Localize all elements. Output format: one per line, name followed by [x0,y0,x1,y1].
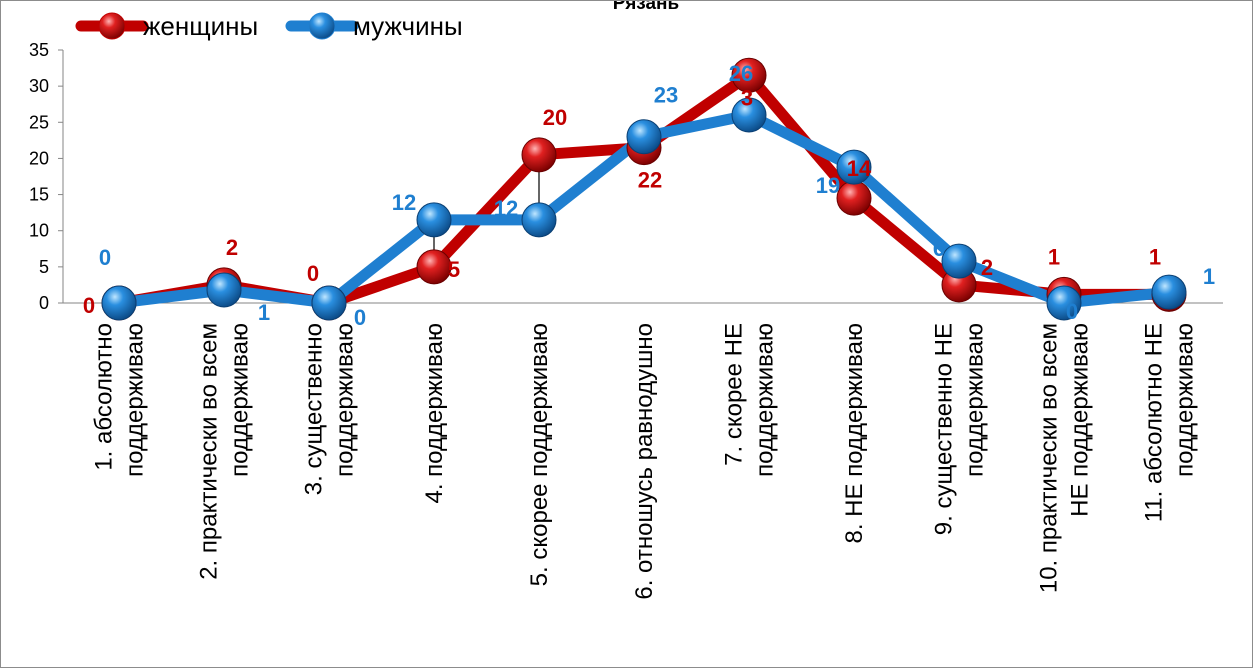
x-category-label: 10. практически во всем [1036,323,1063,593]
data-point-men [836,149,872,185]
legend: женщины мужчины [75,11,463,41]
data-point-men [101,285,137,321]
data-point-men [416,202,452,238]
data-label-men: 1 [258,300,270,325]
data-label-men: 12 [494,196,518,221]
x-category-label: поддерживаю [962,323,989,477]
x-category-label: поддерживаю [752,323,779,477]
legend-marker-icon [98,12,126,40]
data-label-men: 23 [654,83,678,108]
x-category-label: 2. практически во всем [196,323,223,580]
legend-entry-men: мужчины [353,11,463,41]
data-point-men [626,119,662,155]
data-label-women: 22 [638,168,662,193]
data-point-men [206,272,242,308]
data-point-men [311,285,347,321]
data-label-men: 0 [354,305,366,330]
y-tick-label: 15 [29,185,49,205]
data-label-women: 0 [83,293,95,318]
x-category-label: поддерживаю [227,323,254,477]
data-point-men [521,202,557,238]
x-category-label: 4. поддерживаю [421,323,448,504]
data-label-women: 20 [543,105,567,130]
series-layer [101,57,1187,321]
x-category-label: 6. отношусь равнодушно [631,323,658,600]
x-category-label: поддерживаю [1172,323,1199,477]
data-label-women: 3 [741,85,753,110]
x-category-label: 5. скорее поддерживаю [526,323,553,586]
data-point-men [1151,274,1187,310]
x-category-label: 7. скорее НЕ [721,323,748,466]
y-tick-label: 10 [29,221,49,241]
x-category-label: 11. абсолютно НЕ [1141,323,1168,522]
legend-marker-icon [308,12,336,40]
data-label-men: 19 [816,173,840,198]
y-tick-label: 25 [29,112,49,132]
y-tick-label: 35 [29,40,49,60]
data-point-men [731,97,767,133]
data-label-women: 5 [448,257,460,282]
x-category-label: поддерживаю [122,323,149,477]
data-label-women: 14 [847,156,872,181]
data-point-women [416,249,452,285]
x-category-label: 3. существенно [301,323,328,495]
y-tick-label: 30 [29,76,49,96]
data-label-women: 0 [307,261,319,286]
x-category-label: НЕ поддерживаю [1067,323,1094,517]
data-point-men [1046,285,1082,321]
data-point-women [836,180,872,216]
data-label-women: 2 [981,255,993,280]
legend-entry-women: женщины [143,11,258,41]
data-label-men: 26 [729,61,753,86]
data-point-women [731,57,767,93]
x-category-label: 8. НЕ поддерживаю [841,323,868,544]
x-category-label: 9. существенно НЕ [931,323,958,535]
x-category-label: поддерживаю [332,323,359,477]
chart-title: Рязань [613,1,679,14]
data-point-women [521,137,557,173]
data-label-men: 12 [392,190,416,215]
y-tick-label: 5 [39,257,49,277]
data-label-men: 6 [933,236,945,261]
x-category-label: 1. абсолютно [91,323,118,471]
y-tick-label: 0 [39,293,49,313]
data-label-men: 0 [1066,299,1078,324]
data-label-men: 0 [99,245,111,270]
data-point-men [941,243,977,279]
data-label-women: 1 [1048,244,1060,269]
data-label-men: 1 [1203,264,1215,289]
data-label-women: 2 [226,235,238,260]
data-label-women: 1 [1149,244,1161,269]
y-tick-label: 20 [29,148,49,168]
